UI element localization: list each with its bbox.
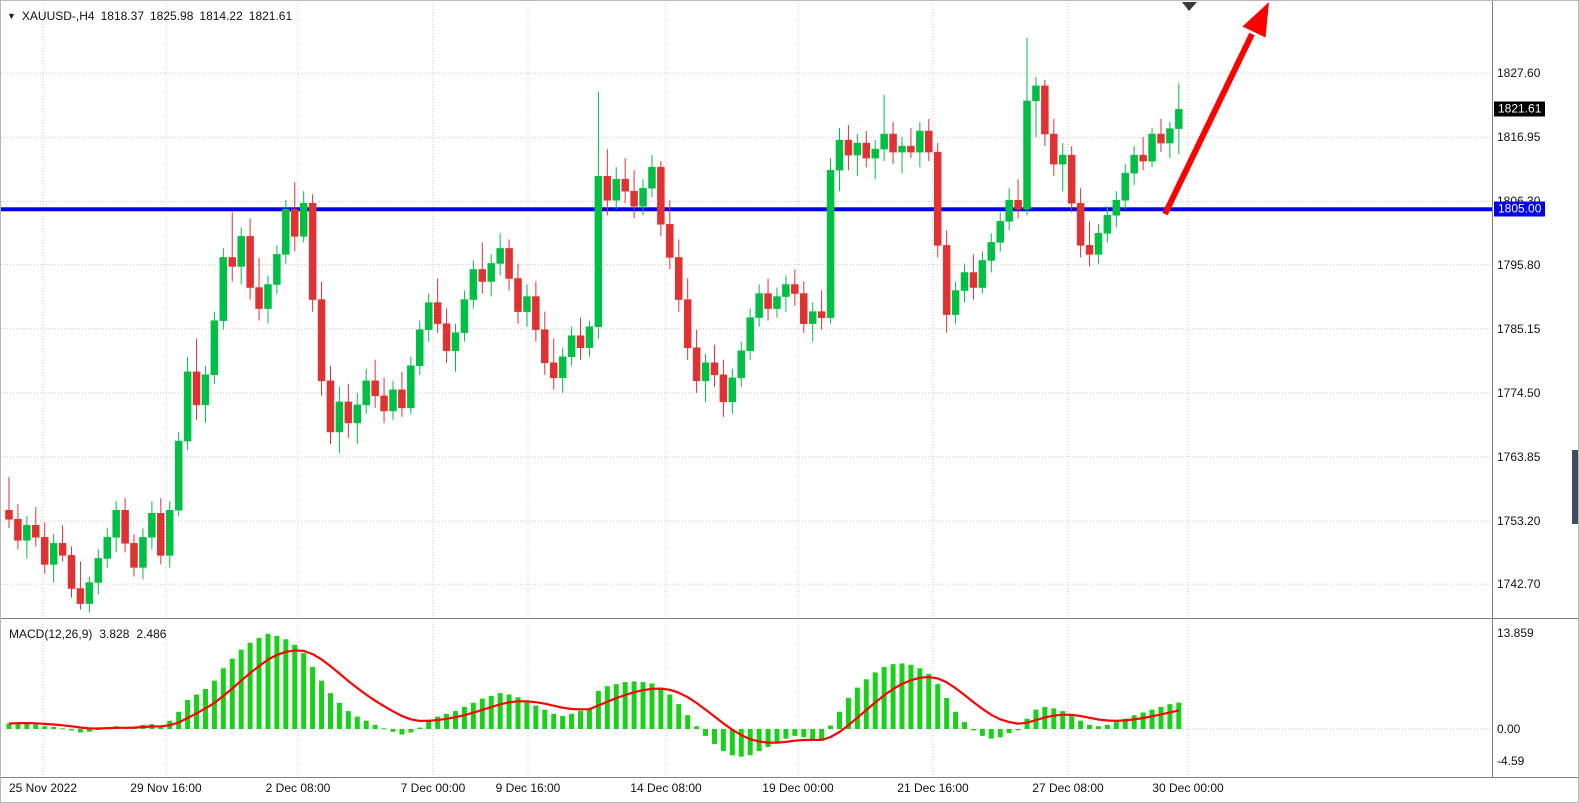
macd-indicator-label: MACD(12,26,9) 3.828 2.486 — [9, 627, 166, 641]
vertical-scrollbar-thumb[interactable] — [1572, 450, 1578, 524]
ohlc-open-value: 1818.37 — [100, 9, 144, 23]
time-axis-label: 7 Dec 00:00 — [400, 781, 466, 795]
grid-lines — [1, 3, 1492, 777]
chart-ohlc-header: ▼ XAUUSD-,H4 1818.37 1825.98 1814.22 182… — [7, 9, 292, 23]
candlestick-series — [5, 37, 1183, 613]
time-axis-label: 19 Dec 00:00 — [762, 781, 834, 795]
price-axis-label: 1753.20 — [1497, 514, 1541, 529]
time-axis-label: 30 Dec 00:00 — [1152, 781, 1224, 795]
ohlc-low-value: 1814.22 — [199, 9, 243, 23]
time-axis-label: 9 Dec 16:00 — [495, 781, 561, 795]
symbol-dropdown-icon[interactable]: ▼ — [7, 11, 16, 21]
time-axis-label: 29 Nov 16:00 — [130, 781, 202, 795]
macd-signal-line — [8, 649, 1180, 744]
macd-signal-value: 2.486 — [136, 627, 167, 641]
ohlc-high-value: 1825.98 — [150, 9, 194, 23]
time-axis-label: 27 Dec 08:00 — [1032, 781, 1104, 795]
trend-arrow[interactable] — [1162, 2, 1269, 216]
price-axis-label: 1795.80 — [1497, 257, 1541, 272]
macd-axis-label: 0.00 — [1497, 722, 1521, 736]
macd-current-value: 3.828 — [99, 627, 130, 641]
price-axis-label: 1763.85 — [1497, 449, 1541, 464]
chart-shift-marker-icon[interactable] — [1182, 2, 1197, 11]
level-price-badge: 1805.00 — [1494, 201, 1546, 217]
macd-axis-label: 13.859 — [1497, 626, 1534, 641]
support-level-line[interactable] — [1, 207, 1492, 212]
macd-name: MACD(12,26,9) — [9, 627, 93, 641]
symbol-timeframe-label: XAUUSD-,H4 — [21, 9, 95, 23]
current-price-badge: 1821.61 — [1494, 101, 1546, 117]
price-axis-label: 1742.70 — [1497, 577, 1541, 592]
ohlc-close-value: 1821.61 — [248, 9, 293, 23]
time-axis-label: 14 Dec 08:00 — [630, 781, 702, 795]
macd-axis-label: -4.59 — [1497, 753, 1525, 768]
price-axis-label: 1827.60 — [1497, 66, 1541, 81]
time-axis-label: 2 Dec 08:00 — [265, 781, 331, 795]
price-axis-label: 1785.15 — [1497, 321, 1541, 336]
time-axis-label: 21 Dec 16:00 — [897, 781, 969, 795]
axis-frame — [1, 1, 1578, 778]
time-axis-label: 25 Nov 2022 — [8, 781, 78, 795]
price-axis-label: 1816.95 — [1497, 130, 1541, 145]
price-axis-label: 1774.50 — [1497, 385, 1541, 400]
macd-histogram — [6, 633, 1182, 757]
